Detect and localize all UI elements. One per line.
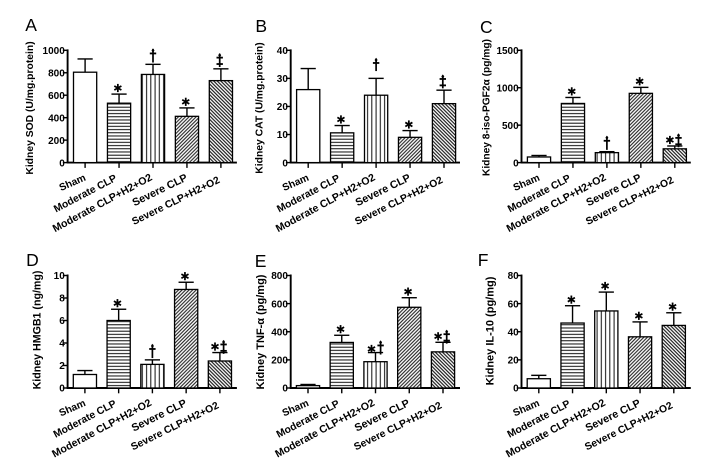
svg-text:400: 400 [271, 327, 288, 338]
svg-text:0: 0 [282, 384, 288, 395]
svg-text:800: 800 [271, 271, 288, 282]
svg-text:80: 80 [508, 271, 520, 282]
svg-text:Kidney CAT (U/mg.protein): Kidney CAT (U/mg.protein) [254, 42, 265, 173]
svg-text:0: 0 [513, 158, 519, 169]
svg-text:D: D [26, 250, 39, 270]
svg-text:Kidney HMGB1 (ng/mg): Kidney HMGB1 (ng/mg) [32, 270, 44, 389]
svg-text:2: 2 [59, 361, 65, 372]
svg-text:E: E [255, 251, 267, 271]
svg-text:60: 60 [508, 299, 520, 310]
svg-text:40: 40 [277, 46, 289, 57]
svg-text:Kidney IL-10 (pg/mg): Kidney IL-10 (pg/mg) [484, 276, 496, 385]
svg-text:0: 0 [59, 158, 65, 169]
svg-text:F: F [478, 250, 489, 270]
svg-text:4: 4 [59, 339, 65, 350]
svg-text:0: 0 [59, 384, 65, 395]
svg-text:200: 200 [48, 136, 65, 147]
svg-text:800: 800 [48, 68, 65, 79]
svg-text:1000: 1000 [496, 83, 519, 94]
svg-text:20: 20 [508, 356, 520, 367]
svg-text:A: A [25, 15, 37, 35]
svg-text:1500: 1500 [496, 46, 519, 57]
svg-text:200: 200 [271, 356, 288, 367]
svg-text:30: 30 [277, 74, 289, 85]
svg-text:10: 10 [54, 271, 66, 282]
svg-text:40: 40 [508, 327, 520, 338]
svg-text:B: B [255, 16, 267, 36]
svg-text:C: C [480, 17, 493, 37]
svg-text:10: 10 [277, 130, 289, 141]
svg-text:Kidney TNF-α (pg/mg): Kidney TNF-α (pg/mg) [255, 274, 267, 389]
svg-text:0: 0 [513, 384, 519, 395]
svg-text:Kidney SOD (U/mg.protein): Kidney SOD (U/mg.protein) [25, 41, 36, 174]
svg-text:400: 400 [48, 113, 65, 124]
svg-text:8: 8 [59, 294, 65, 305]
svg-text:0: 0 [282, 158, 288, 169]
svg-text:500: 500 [502, 121, 519, 132]
svg-text:6: 6 [59, 316, 65, 327]
svg-text:600: 600 [271, 299, 288, 310]
svg-text:600: 600 [48, 91, 65, 102]
svg-text:1000: 1000 [43, 46, 66, 57]
svg-text:20: 20 [277, 102, 289, 113]
svg-text:Kidney 8-iso-PGF2α (pg/mg): Kidney 8-iso-PGF2α (pg/mg) [482, 39, 493, 176]
